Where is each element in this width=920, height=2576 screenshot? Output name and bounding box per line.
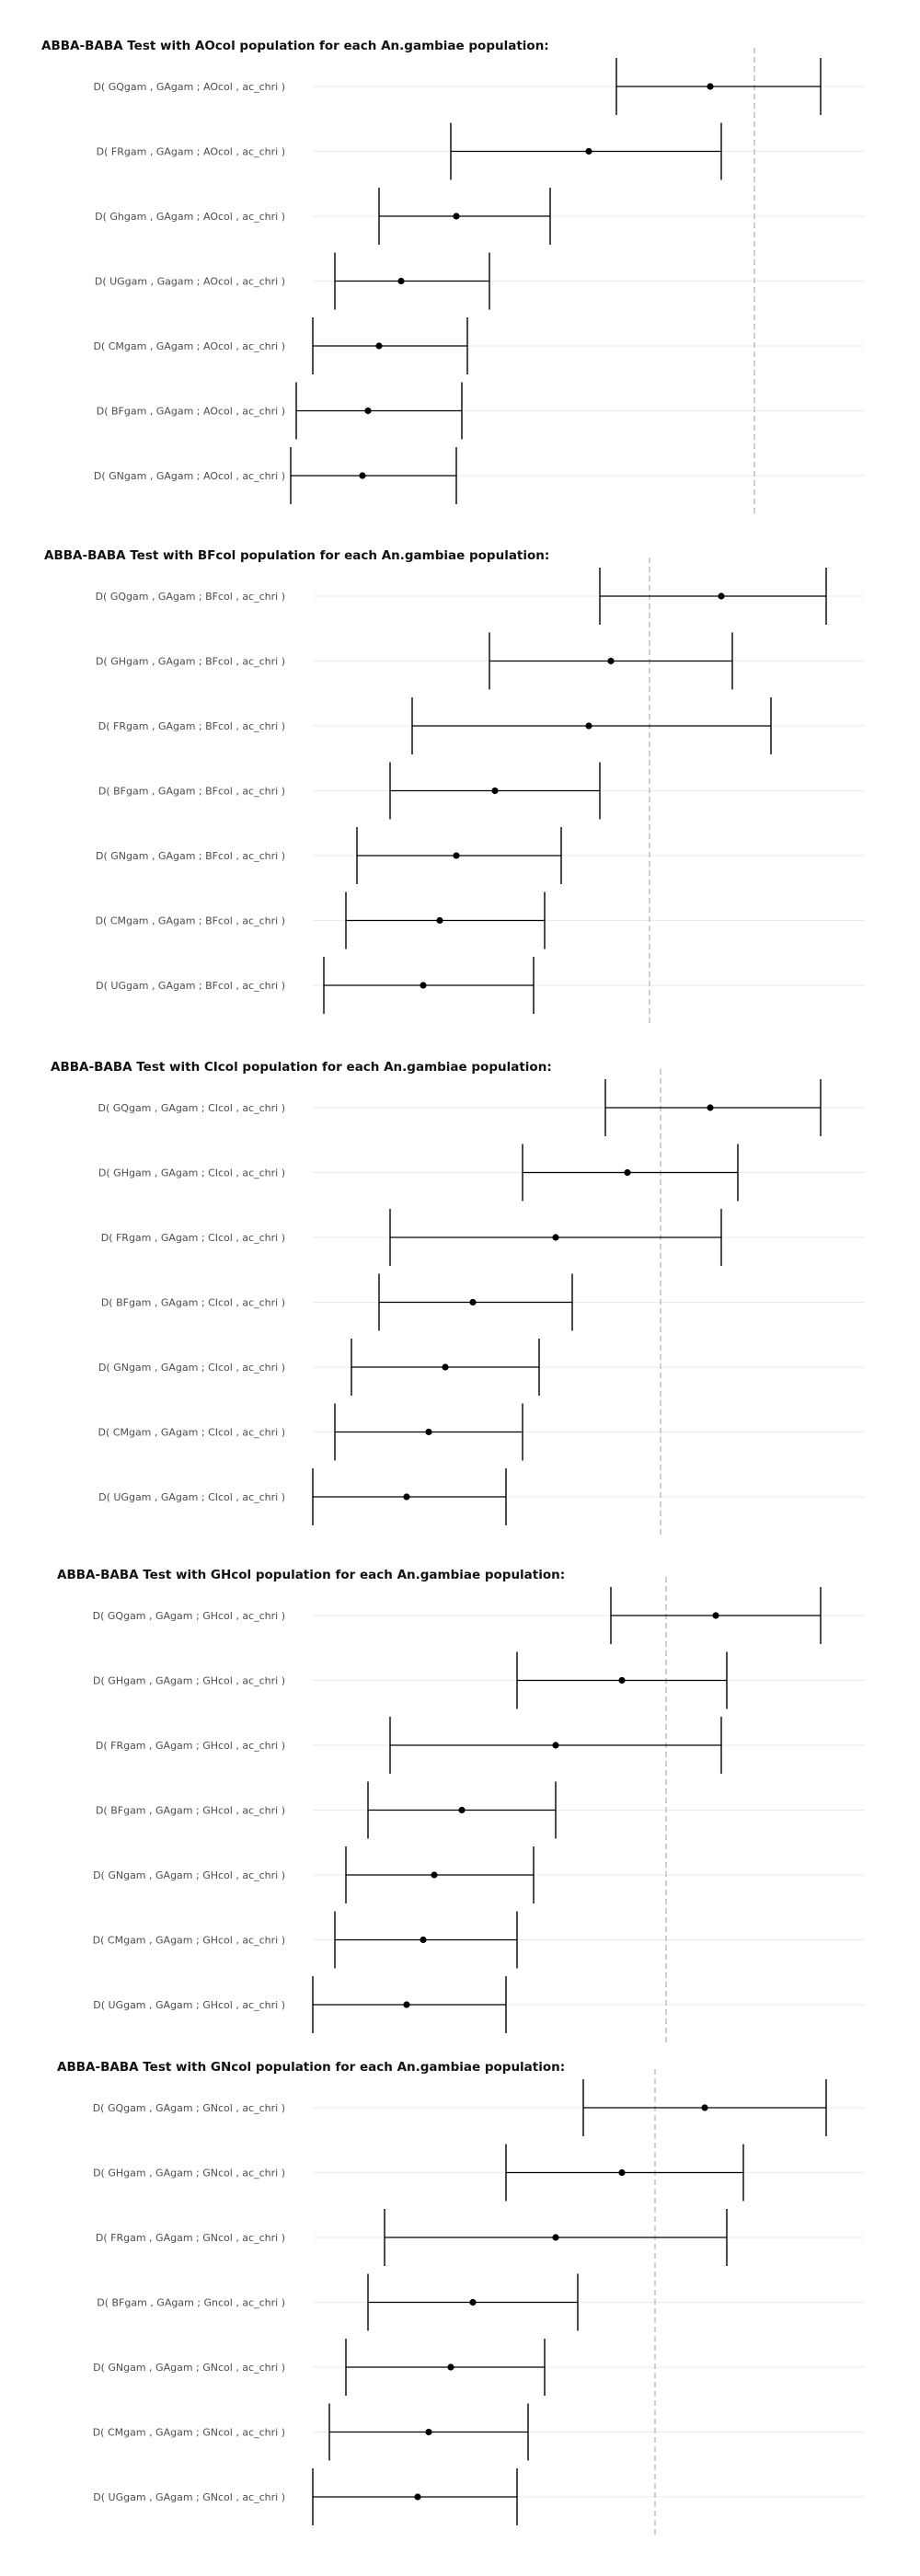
estimate-point bbox=[397, 277, 405, 285]
chart-panel-3: ABBA-BABA Test with CIcol population for… bbox=[51, 1060, 865, 1535]
estimate-point bbox=[552, 2234, 559, 2241]
estimate-point bbox=[425, 1428, 432, 1436]
row-label: D( UGgam , GAgam ; BFcol , ac_chri ) bbox=[96, 980, 285, 992]
chart-title: ABBA-BABA Test with GHcol population for… bbox=[57, 1568, 565, 1582]
estimate-point bbox=[436, 916, 443, 925]
chart-title: ABBA-BABA Test with BFcol population for… bbox=[44, 548, 549, 563]
chart-title: ABBA-BABA Test with AOcol population for… bbox=[41, 39, 549, 53]
estimate-point bbox=[552, 1234, 559, 1241]
row-label: D( GQgam , GAgam ; CIcol , ac_chri ) bbox=[98, 1102, 285, 1114]
estimate-point bbox=[425, 2428, 432, 2436]
estimate-point bbox=[701, 2104, 708, 2111]
estimate-point bbox=[403, 2001, 410, 2008]
row-label: D( GHgam , GAgam ; GHcol , ac_chri ) bbox=[93, 1675, 285, 1687]
row-label: D( UGgam , Gagam ; AOcol , ac_chri ) bbox=[95, 276, 285, 288]
estimate-point bbox=[453, 213, 460, 220]
row-label: D( CMgam , GAgam ; CIcol , ac_chri ) bbox=[98, 1427, 285, 1439]
row-label: D( BFgam , GAgam ; AOcol , ac_chri ) bbox=[97, 406, 285, 418]
row-label: D( UGgam , GAgam ; GNcol , ac_chri ) bbox=[93, 2491, 285, 2503]
estimate-point bbox=[447, 2363, 454, 2371]
row-label: D( GNgam , GAgam ; GNcol , ac_chri ) bbox=[93, 2362, 285, 2374]
estimate-point bbox=[431, 1871, 438, 1879]
row-label: D( CMgam , GAgam ; GHcol , ac_chri ) bbox=[93, 1935, 285, 1947]
row-label: D( BFgam , GAgam ; Gncol , ac_chri ) bbox=[97, 2297, 285, 2309]
chart-title: ABBA-BABA Test with CIcol population for… bbox=[51, 1060, 552, 1075]
row-label: D( GQgam , GAgam ; GHcol , ac_chri ) bbox=[93, 1610, 285, 1622]
row-label: D( BFgam , GAgam ; BFcol , ac_chri ) bbox=[98, 786, 285, 798]
estimate-point bbox=[458, 1806, 466, 1814]
estimate-point bbox=[359, 472, 366, 479]
chart-panel-5: ABBA-BABA Test with GNcol population for… bbox=[57, 2060, 865, 2536]
chart-panel-1: ABBA-BABA Test with AOcol population for… bbox=[41, 39, 865, 514]
chart-panel-2: ABBA-BABA Test with BFcol population for… bbox=[44, 548, 865, 1024]
estimate-point bbox=[618, 2168, 626, 2177]
estimate-point bbox=[364, 407, 372, 415]
row-label: D( BFgam , GAgam ; GHcol , ac_chri ) bbox=[96, 1805, 285, 1817]
estimate-point bbox=[707, 83, 714, 90]
estimate-point bbox=[707, 1104, 714, 1111]
row-label: D( FRgam , GAgam ; AOcol , ac_chri ) bbox=[97, 146, 285, 158]
estimate-point bbox=[403, 1493, 410, 1501]
row-label: D( BFgam , GAgam ; CIcol , ac_chri ) bbox=[101, 1297, 285, 1309]
row-label: D( UGgam , GAgam ; GHcol , ac_chri ) bbox=[93, 1999, 285, 2011]
estimate-point bbox=[375, 342, 383, 350]
row-label: D( GNgam , GAgam ; GHcol , ac_chri ) bbox=[93, 1869, 285, 1881]
estimate-point bbox=[453, 852, 460, 859]
row-label: D( CMgam , GAgam ; BFcol , ac_chri ) bbox=[96, 915, 285, 927]
row-label: D( GNgam , GAgam ; BFcol , ac_chri ) bbox=[96, 850, 285, 862]
row-label: D( FRgam , GAgam ; GNcol , ac_chri ) bbox=[96, 2232, 285, 2244]
row-label: D( GHgam , GAgam ; BFcol , ac_chri ) bbox=[96, 656, 285, 668]
row-label: D( GQgam , GAgam ; GNcol , ac_chri ) bbox=[93, 2102, 285, 2114]
row-label: D( GQgam , GAgam ; AOcol , ac_chri ) bbox=[93, 81, 285, 93]
row-label: D( GQgam , GAgam ; BFcol , ac_chri ) bbox=[96, 591, 285, 603]
estimate-point bbox=[718, 592, 725, 600]
row-label: D( GNgam , GAgam ; CIcol , ac_chri ) bbox=[98, 1362, 285, 1374]
estimate-point bbox=[618, 1676, 626, 1685]
estimate-point bbox=[414, 2493, 421, 2501]
row-label: D( CMgam , GAgam ; GNcol , ac_chri ) bbox=[93, 2427, 285, 2439]
estimate-point bbox=[712, 1612, 719, 1619]
row-label: D( UGgam , GAgam ; CIcol , ac_chri ) bbox=[98, 1491, 285, 1503]
row-label: D( GHgam , GAgam ; GNcol , ac_chri ) bbox=[93, 2168, 285, 2179]
estimate-point bbox=[585, 722, 592, 730]
estimate-point bbox=[585, 147, 592, 155]
row-label: D( GHgam , GAgam ; CIcol , ac_chri ) bbox=[98, 1167, 285, 1179]
row-label: D( FRgam , GAgam ; BFcol , ac_chri ) bbox=[98, 720, 285, 732]
row-label: D( FRgam , GAgam ; CIcol , ac_chri ) bbox=[101, 1232, 285, 1244]
estimate-point bbox=[420, 982, 427, 989]
row-label: D( GNgam , GAgam ; AOcol , ac_chri ) bbox=[94, 470, 285, 482]
estimate-point bbox=[607, 657, 615, 665]
chart-title: ABBA-BABA Test with GNcol population for… bbox=[57, 2060, 565, 2075]
row-label: D( Ghgam , GAgam ; AOcol , ac_chri ) bbox=[95, 211, 285, 223]
estimate-point bbox=[624, 1168, 631, 1177]
estimate-point bbox=[420, 1936, 427, 1944]
row-label: D( CMgam , GAgam ; AOcol , ac_chri ) bbox=[93, 340, 285, 352]
row-label: D( FRgam , GAgam ; GHcol , ac_chri ) bbox=[96, 1740, 285, 1752]
estimate-point bbox=[469, 2298, 477, 2306]
estimate-point bbox=[442, 1363, 449, 1371]
estimate-point bbox=[469, 1298, 477, 1306]
chart-panel-4: ABBA-BABA Test with GHcol population for… bbox=[57, 1568, 865, 2043]
estimate-point bbox=[491, 787, 499, 795]
estimate-point bbox=[552, 1742, 559, 1749]
